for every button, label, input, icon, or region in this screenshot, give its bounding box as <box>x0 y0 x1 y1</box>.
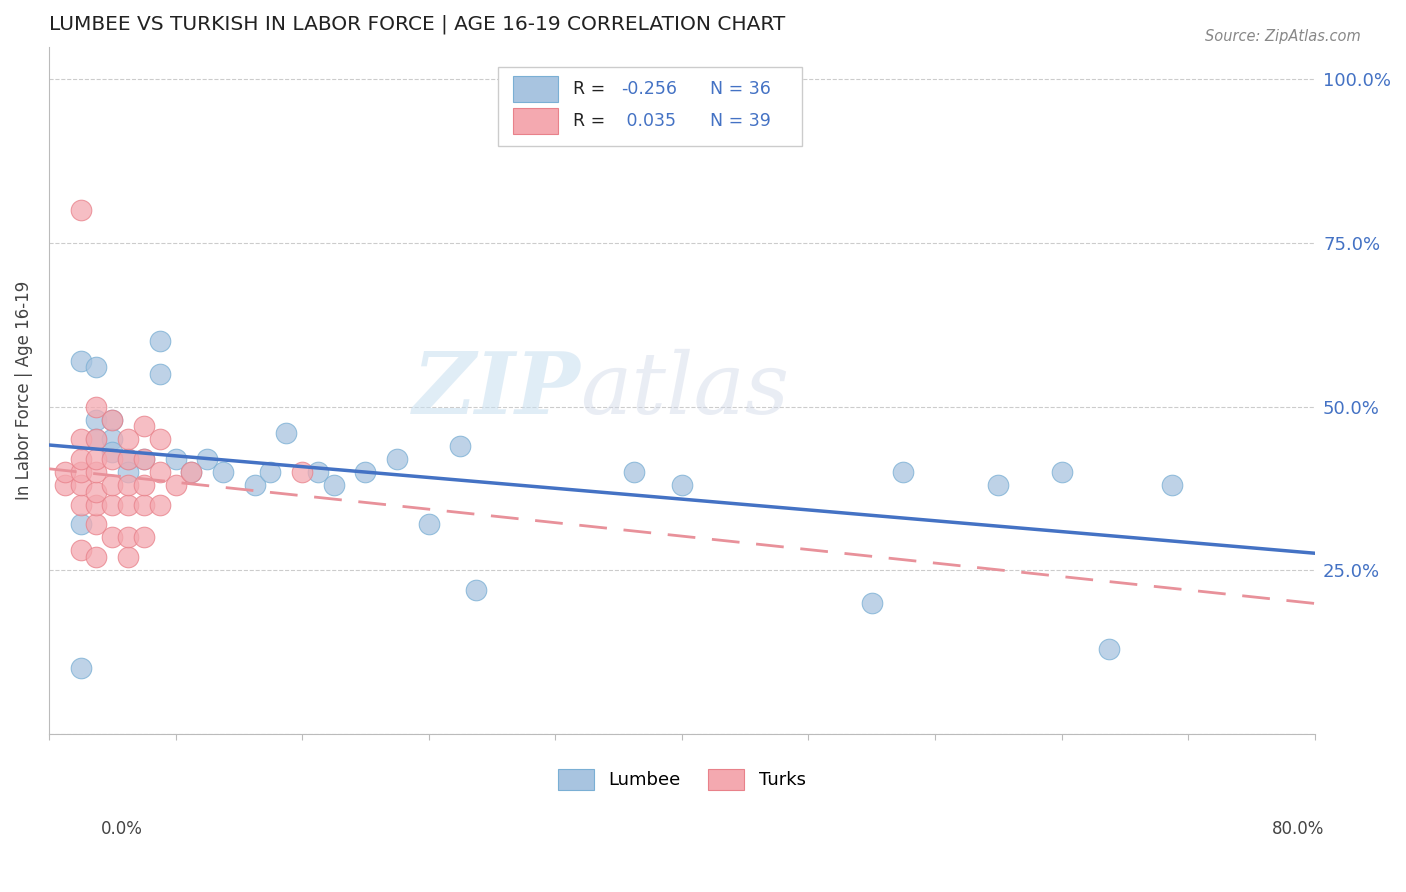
Point <box>623 465 645 479</box>
Point <box>165 478 187 492</box>
Point <box>86 412 108 426</box>
Point <box>132 419 155 434</box>
Point <box>322 478 344 492</box>
Point <box>101 412 124 426</box>
Point <box>1098 641 1121 656</box>
Point <box>117 432 139 446</box>
FancyBboxPatch shape <box>513 108 558 134</box>
Text: N = 39: N = 39 <box>710 112 770 130</box>
Point <box>987 478 1010 492</box>
Point <box>53 478 76 492</box>
Text: atlas: atlas <box>581 349 790 432</box>
Point <box>149 465 172 479</box>
Point <box>101 451 124 466</box>
Text: Source: ZipAtlas.com: Source: ZipAtlas.com <box>1205 29 1361 44</box>
Point <box>53 465 76 479</box>
Point <box>291 465 314 479</box>
Point <box>101 432 124 446</box>
Point <box>86 498 108 512</box>
Text: 0.035: 0.035 <box>621 112 676 130</box>
Y-axis label: In Labor Force | Age 16-19: In Labor Force | Age 16-19 <box>15 280 32 500</box>
Legend: Lumbee, Turks: Lumbee, Turks <box>551 762 813 797</box>
Point <box>69 543 91 558</box>
Point <box>1050 465 1073 479</box>
Point <box>117 465 139 479</box>
Point <box>86 465 108 479</box>
Point <box>69 451 91 466</box>
Point <box>69 498 91 512</box>
Point <box>276 425 298 440</box>
Point <box>101 498 124 512</box>
Point <box>132 451 155 466</box>
Point <box>891 465 914 479</box>
Point <box>132 451 155 466</box>
Point <box>449 439 471 453</box>
Text: R =: R = <box>574 112 610 130</box>
Point <box>117 530 139 544</box>
Point <box>86 432 108 446</box>
Text: 0.0%: 0.0% <box>101 820 143 838</box>
Point <box>69 353 91 368</box>
Text: 80.0%: 80.0% <box>1272 820 1324 838</box>
Point <box>860 596 883 610</box>
Text: N = 36: N = 36 <box>710 80 770 98</box>
Point <box>117 478 139 492</box>
Point <box>101 478 124 492</box>
Point <box>86 400 108 414</box>
Point <box>86 517 108 532</box>
Point <box>212 465 235 479</box>
Point <box>418 517 440 532</box>
Point <box>180 465 202 479</box>
Point <box>259 465 281 479</box>
Point <box>195 451 218 466</box>
Point <box>307 465 329 479</box>
Point <box>86 451 108 466</box>
Point <box>86 432 108 446</box>
Point <box>671 478 693 492</box>
Point <box>132 478 155 492</box>
Point <box>132 530 155 544</box>
Point <box>117 549 139 564</box>
Text: R =: R = <box>574 80 610 98</box>
Point <box>86 484 108 499</box>
Point <box>165 451 187 466</box>
Point <box>354 465 377 479</box>
Point <box>465 582 488 597</box>
Point <box>117 451 139 466</box>
Point <box>149 432 172 446</box>
Point <box>149 334 172 348</box>
Text: LUMBEE VS TURKISH IN LABOR FORCE | AGE 16-19 CORRELATION CHART: LUMBEE VS TURKISH IN LABOR FORCE | AGE 1… <box>49 15 785 35</box>
Point <box>86 549 108 564</box>
Point <box>117 498 139 512</box>
Point <box>117 451 139 466</box>
Point <box>101 412 124 426</box>
Point <box>101 530 124 544</box>
Point <box>149 498 172 512</box>
Point <box>69 465 91 479</box>
Point <box>69 478 91 492</box>
Point <box>69 432 91 446</box>
Point <box>149 367 172 381</box>
FancyBboxPatch shape <box>513 76 558 103</box>
Point <box>69 661 91 675</box>
Text: -0.256: -0.256 <box>621 80 678 98</box>
Point <box>101 445 124 459</box>
Point <box>243 478 266 492</box>
Text: ZIP: ZIP <box>413 349 581 432</box>
Point <box>385 451 408 466</box>
Point <box>1161 478 1184 492</box>
Point <box>180 465 202 479</box>
FancyBboxPatch shape <box>498 67 801 146</box>
Point <box>132 498 155 512</box>
Point <box>69 517 91 532</box>
Point <box>69 203 91 218</box>
Point <box>86 360 108 375</box>
